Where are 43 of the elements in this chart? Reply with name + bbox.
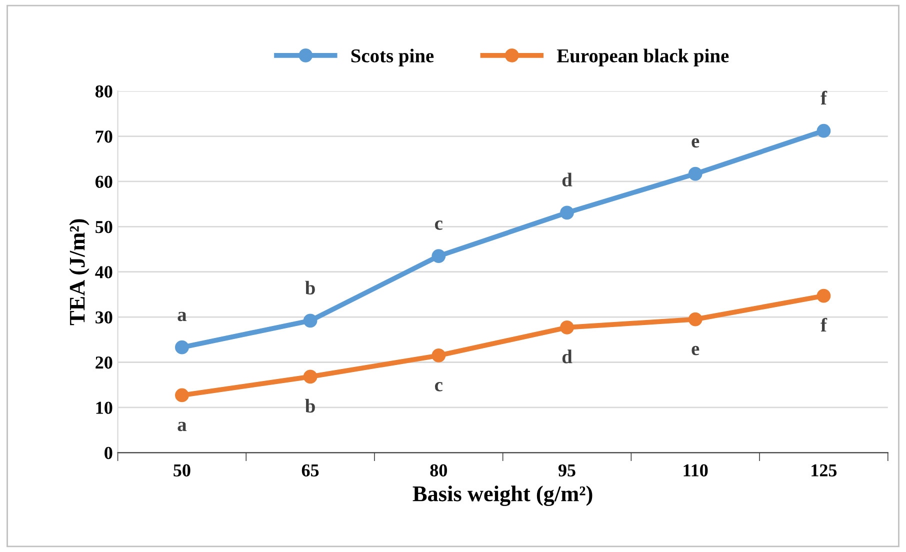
point bbox=[816, 124, 831, 138]
y-tick-label: 70 bbox=[96, 130, 112, 143]
point bbox=[432, 348, 446, 362]
annotation: b bbox=[305, 398, 315, 413]
annotation: b bbox=[305, 280, 315, 294]
x-tick-label: 95 bbox=[558, 464, 576, 476]
y-axis-title: TEA (J/m²) bbox=[69, 219, 90, 326]
y-tick-label: 60 bbox=[95, 176, 112, 188]
y-tick-label: 80 bbox=[95, 85, 112, 98]
annotation: f bbox=[820, 318, 828, 332]
x-tick-label: 110 bbox=[684, 464, 708, 476]
x-tick-label: 80 bbox=[430, 464, 447, 476]
y-tick-label: 40 bbox=[95, 266, 112, 278]
annotation: f bbox=[820, 90, 828, 104]
point bbox=[688, 312, 702, 326]
y-tick-label: 0 bbox=[104, 446, 112, 460]
point bbox=[816, 288, 831, 303]
x-axis-title: Basis weight (g/m²) bbox=[412, 486, 592, 506]
y-tick-label: 20 bbox=[96, 356, 112, 369]
point bbox=[560, 206, 574, 220]
y-tick-label: 10 bbox=[96, 402, 112, 414]
legend-label: European black pine bbox=[556, 48, 729, 66]
point bbox=[560, 320, 574, 334]
annotation: d bbox=[562, 350, 572, 364]
y-tick-label: 30 bbox=[96, 311, 112, 324]
legend-label: Scots pine bbox=[351, 48, 434, 66]
point bbox=[303, 314, 318, 328]
annotation: e bbox=[692, 138, 700, 148]
point bbox=[688, 166, 702, 181]
annotation: c bbox=[435, 220, 442, 230]
annotation: e bbox=[692, 346, 700, 356]
point bbox=[303, 370, 318, 384]
y-tick-label: 50 bbox=[96, 220, 112, 234]
point bbox=[175, 340, 189, 354]
annotation: c bbox=[435, 382, 442, 392]
annotation: a bbox=[178, 422, 187, 432]
annotation: a bbox=[178, 312, 187, 322]
point bbox=[175, 388, 189, 402]
x-tick-label: 65 bbox=[302, 464, 319, 476]
point bbox=[432, 249, 446, 263]
x-tick-label: 50 bbox=[174, 464, 190, 476]
annotation: d bbox=[562, 172, 572, 186]
x-tick-label: 125 bbox=[812, 464, 837, 476]
